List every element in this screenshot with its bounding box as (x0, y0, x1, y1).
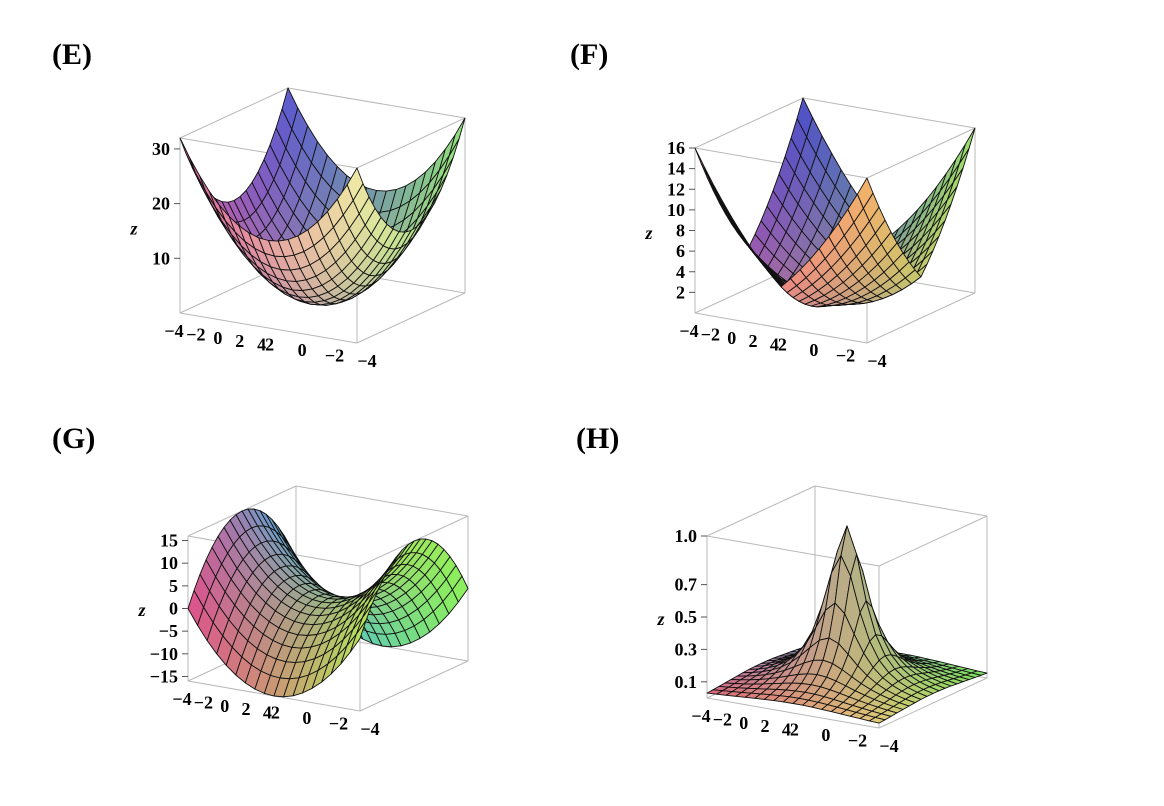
z-tick-label: 15 (160, 531, 178, 551)
y-tick-label: −4 (164, 321, 183, 341)
x-tick-label: 0 (821, 725, 830, 745)
y-tick-label: 0 (727, 328, 736, 348)
y-tick-label: −2 (186, 324, 205, 344)
z-tick-label: 0.7 (675, 575, 698, 595)
z-tick-label: 8 (676, 221, 685, 241)
z-tick-label: 1.0 (675, 526, 698, 546)
x-tick-label: 0 (809, 340, 818, 360)
z-tick-label: 10 (160, 553, 178, 573)
x-tick-label: 2 (790, 720, 799, 740)
x-tick-label: 0 (302, 708, 311, 728)
z-axis-label: z (644, 223, 652, 243)
x-tick-label: 2 (271, 703, 280, 723)
box-edge (802, 97, 976, 129)
x-tick-label: 2 (265, 335, 274, 355)
z-tick-label: 20 (152, 194, 170, 214)
x-tick-label: 2 (778, 335, 787, 355)
panel-label: (G) (52, 422, 95, 455)
surface-mesh (694, 97, 976, 308)
surface-quad (856, 177, 874, 209)
y-tick-label: 4 (263, 703, 272, 723)
z-tick-label: 2 (676, 282, 685, 302)
y-tick-label: 4 (770, 335, 779, 355)
box-edge (179, 312, 358, 344)
panel-label: (E) (52, 38, 92, 71)
x-tick-label: −2 (325, 346, 344, 366)
z-tick-label: −10 (150, 644, 178, 664)
surface-mesh (706, 525, 988, 724)
box-edge (878, 515, 988, 567)
x-tick-label: −4 (867, 351, 886, 371)
y-tick-label: 2 (235, 331, 244, 351)
panel-label: (H) (576, 422, 619, 455)
z-tick-label: 6 (676, 241, 685, 261)
surface-quad (199, 175, 216, 208)
x-tick-label: −4 (879, 736, 898, 756)
y-tick-label: 4 (782, 720, 791, 740)
box-edge (694, 312, 868, 344)
box-edge (295, 485, 469, 517)
z-axis-label: z (137, 600, 145, 620)
box-edge (356, 292, 466, 344)
z-tick-label: 10 (152, 248, 170, 268)
z-tick-label: 16 (667, 138, 685, 158)
z-tick-label: 0 (169, 599, 178, 619)
box-edge (706, 485, 816, 537)
z-tick-label: −5 (159, 621, 178, 641)
y-tick-label: 2 (761, 716, 770, 736)
y-tick-label: −4 (679, 321, 698, 341)
z-tick-label: 0.1 (675, 672, 698, 692)
x-tick-label: −4 (357, 351, 376, 371)
surface-quad (868, 716, 886, 724)
y-tick-label: −2 (713, 709, 732, 729)
y-tick-label: 0 (213, 328, 222, 348)
panel-3: (H)1.00.70.50.30.1z−4 −2 0 2 4 2 0 −2 −4 (576, 422, 988, 756)
y-tick-label: 0 (739, 713, 748, 733)
box-edge (878, 677, 988, 729)
y-tick-label: −2 (194, 692, 213, 712)
surface-quad (349, 620, 367, 653)
surface-quad (958, 127, 976, 165)
box-edge (287, 87, 466, 119)
surface-quad (346, 167, 364, 201)
z-tick-label: 14 (667, 159, 685, 179)
panel-label: (F) (570, 38, 608, 71)
z-axis-label: z (129, 218, 137, 238)
box-edge (866, 127, 976, 179)
z-tick-label: 10 (667, 200, 685, 220)
z-tick-label: 0.3 (675, 639, 698, 659)
box-edge (814, 485, 988, 517)
box-edge (706, 697, 880, 729)
z-tick-label: 12 (667, 179, 685, 199)
y-tick-label: −2 (701, 324, 720, 344)
y-tick-label: −4 (172, 689, 191, 709)
x-tick-label: 0 (298, 340, 307, 360)
y-tick-label: 2 (749, 331, 758, 351)
box-edge (866, 292, 976, 344)
x-tick-label: −2 (329, 714, 348, 734)
box-edge (179, 87, 289, 139)
box-edge (359, 660, 469, 712)
x-tick-label: −2 (848, 731, 867, 751)
z-axis-label: z (656, 609, 664, 629)
z-tick-label: 0.5 (675, 607, 698, 627)
box-edge (694, 97, 804, 149)
z-tick-label: 30 (152, 139, 170, 159)
box-edge (356, 117, 466, 169)
z-tick-label: 4 (676, 262, 685, 282)
x-tick-label: −2 (836, 346, 855, 366)
surface-mesh (179, 87, 466, 306)
z-tick-label: −15 (150, 666, 178, 686)
y-tick-label: −4 (691, 706, 710, 726)
surface-mesh (187, 508, 469, 698)
y-tick-label: 0 (220, 696, 229, 716)
x-tick-label: −4 (360, 719, 379, 739)
y-tick-label: 2 (242, 699, 251, 719)
y-tick-label: 4 (257, 335, 266, 355)
z-tick-label: 5 (169, 576, 178, 596)
